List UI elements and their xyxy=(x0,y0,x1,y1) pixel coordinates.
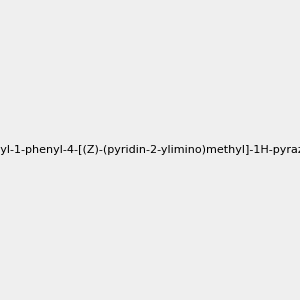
Text: 3-methyl-1-phenyl-4-[(Z)-(pyridin-2-ylimino)methyl]-1H-pyrazol-5-ol: 3-methyl-1-phenyl-4-[(Z)-(pyridin-2-ylim… xyxy=(0,145,300,155)
